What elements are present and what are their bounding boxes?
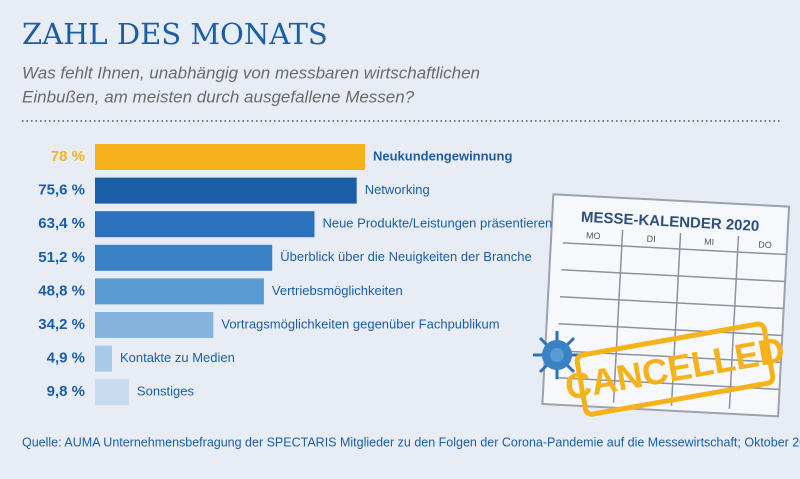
value-label: 48,8 % xyxy=(38,282,85,299)
calendar: MESSE-KALENDER 2020 MO DI MI DO xyxy=(541,193,791,418)
value-label: 75,6 % xyxy=(38,182,85,199)
bar xyxy=(95,211,315,238)
category-label: Vertriebsmöglichkeiten xyxy=(272,283,403,298)
category-label: Sonstiges xyxy=(137,384,195,399)
bar xyxy=(95,177,357,204)
category-label: Kontakte zu Medien xyxy=(120,350,235,365)
chart-title: ZAHL DES MONATS xyxy=(22,17,328,51)
value-label: 78 % xyxy=(51,148,85,165)
value-label: 34,2 % xyxy=(38,316,85,333)
value-label: 9,8 % xyxy=(47,383,85,400)
value-label: 51,2 % xyxy=(38,249,85,266)
bar xyxy=(95,278,264,305)
value-label: 63,4 % xyxy=(38,215,85,232)
weekday: DO xyxy=(758,239,772,250)
category-label: Vortragsmöglichkeiten gegenüber Fachpubl… xyxy=(221,316,499,331)
category-label: Neue Produkte/Leistungen präsentieren xyxy=(322,216,552,231)
calendar-sheet xyxy=(541,193,791,418)
weekday: DI xyxy=(646,234,656,244)
category-label: Überblick über die Neuigkeiten der Branc… xyxy=(280,249,531,264)
category-label: Neukundengewinnung xyxy=(373,148,512,163)
virus-icon xyxy=(533,331,581,379)
bar xyxy=(95,379,129,406)
value-label: 4,9 % xyxy=(47,350,85,367)
bar xyxy=(95,144,365,170)
source-note: Quelle: AUMA Unternehmensbefragung der S… xyxy=(22,435,800,449)
subtitle: Einbußen, am meisten durch ausgefallene … xyxy=(22,87,415,106)
bar xyxy=(95,345,112,372)
bar xyxy=(95,244,273,271)
category-label: Networking xyxy=(365,182,430,197)
subtitle: Was fehlt Ihnen, unabhängig von messbare… xyxy=(22,63,480,82)
weekday: MI xyxy=(704,237,715,248)
weekday: MO xyxy=(586,230,601,241)
bar xyxy=(95,312,214,338)
calendar-grid xyxy=(555,229,787,409)
